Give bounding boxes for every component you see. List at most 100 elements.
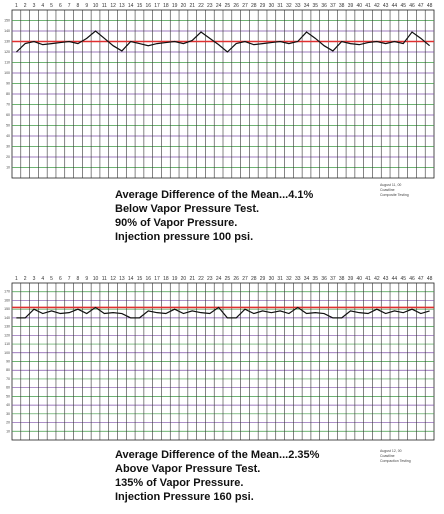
x-tick-label: 45 bbox=[400, 276, 406, 282]
x-tick-label: 30 bbox=[269, 3, 275, 9]
y-tick-label: 10 bbox=[6, 429, 10, 433]
x-tick-label: 3 bbox=[33, 3, 36, 9]
x-tick-label: 29 bbox=[260, 3, 266, 9]
x-tick-label: 21 bbox=[189, 276, 195, 282]
x-tick-label: 31 bbox=[277, 3, 283, 9]
x-tick-label: 19 bbox=[172, 276, 178, 282]
x-tick-label: 39 bbox=[348, 3, 354, 9]
x-tick-label: 18 bbox=[163, 3, 169, 9]
y-tick-label: 60 bbox=[6, 386, 10, 390]
x-tick-label: 36 bbox=[321, 276, 327, 282]
x-tick-label: 24 bbox=[216, 276, 222, 282]
x-tick-label: 17 bbox=[154, 276, 160, 282]
x-tick-label: 39 bbox=[348, 276, 354, 282]
y-tick-label: 90 bbox=[6, 360, 10, 364]
x-tick-label: 11 bbox=[102, 276, 107, 282]
x-tick-label: 27 bbox=[242, 3, 248, 9]
y-tick-label: 60 bbox=[6, 113, 10, 117]
x-tick-label: 38 bbox=[339, 276, 345, 282]
x-tick-label: 45 bbox=[400, 3, 406, 9]
x-tick-label: 4 bbox=[41, 276, 44, 282]
x-tick-label: 13 bbox=[119, 276, 125, 282]
x-tick-label: 19 bbox=[172, 3, 178, 9]
x-tick-label: 33 bbox=[295, 3, 301, 9]
x-tick-label: 26 bbox=[233, 3, 239, 9]
x-tick-label: 16 bbox=[145, 3, 151, 9]
x-tick-label: 48 bbox=[427, 276, 433, 282]
x-tick-label: 21 bbox=[189, 3, 195, 9]
x-tick-label: 42 bbox=[374, 276, 380, 282]
y-tick-label: 130 bbox=[4, 325, 10, 329]
x-tick-label: 47 bbox=[418, 3, 424, 9]
x-tick-label: 2 bbox=[24, 276, 27, 282]
y-tick-label: 90 bbox=[6, 82, 10, 86]
y-tick-label: 120 bbox=[4, 50, 10, 54]
x-tick-label: 43 bbox=[383, 3, 389, 9]
x-tick-label: 9 bbox=[85, 276, 88, 282]
caption-line: Injection pressure 100 psi. bbox=[115, 231, 253, 243]
caption-line: Average Difference of the Mean...4.1% bbox=[115, 189, 313, 201]
x-tick-label: 30 bbox=[269, 276, 275, 282]
x-tick-label: 5 bbox=[50, 276, 53, 282]
note-line: Coastline bbox=[380, 188, 395, 192]
x-tick-label: 17 bbox=[154, 3, 160, 9]
y-tick-label: 170 bbox=[4, 290, 10, 294]
y-tick-label: 80 bbox=[6, 92, 10, 96]
x-tick-label: 32 bbox=[286, 3, 292, 9]
y-tick-label: 150 bbox=[4, 307, 10, 311]
y-tick-label: 40 bbox=[6, 134, 10, 138]
x-tick-label: 2 bbox=[24, 3, 27, 9]
x-tick-label: 6 bbox=[59, 276, 62, 282]
y-tick-label: 150 bbox=[4, 19, 10, 23]
y-tick-label: 50 bbox=[6, 124, 10, 128]
x-tick-label: 44 bbox=[392, 3, 398, 9]
y-tick-label: 110 bbox=[4, 342, 10, 346]
x-tick-label: 25 bbox=[225, 3, 231, 9]
caption-line: 90% of Vapor Pressure. bbox=[115, 217, 237, 229]
x-tick-label: 20 bbox=[181, 3, 187, 9]
y-tick-label: 140 bbox=[4, 316, 10, 320]
x-tick-label: 6 bbox=[59, 3, 62, 9]
x-tick-label: 13 bbox=[119, 3, 125, 9]
y-tick-label: 160 bbox=[4, 298, 10, 302]
x-tick-label: 3 bbox=[33, 276, 36, 282]
x-tick-label: 32 bbox=[286, 276, 292, 282]
x-tick-label: 15 bbox=[137, 276, 143, 282]
x-tick-label: 41 bbox=[365, 276, 371, 282]
x-tick-label: 11 bbox=[102, 3, 107, 9]
x-tick-label: 43 bbox=[383, 276, 389, 282]
y-tick-label: 80 bbox=[6, 368, 10, 372]
x-tick-label: 20 bbox=[181, 276, 187, 282]
x-tick-label: 37 bbox=[330, 276, 336, 282]
note-line: Composite Testing bbox=[380, 193, 409, 197]
y-tick-label: 130 bbox=[4, 40, 10, 44]
y-tick-label: 30 bbox=[6, 145, 10, 149]
x-tick-label: 8 bbox=[77, 3, 80, 9]
x-tick-label: 10 bbox=[93, 276, 99, 282]
note-line: August 11, 00 bbox=[380, 183, 401, 187]
y-tick-label: 30 bbox=[6, 412, 10, 416]
y-tick-label: 120 bbox=[4, 333, 10, 337]
caption-line: Below Vapor Pressure Test. bbox=[115, 203, 259, 215]
x-tick-label: 8 bbox=[77, 276, 80, 282]
x-tick-label: 34 bbox=[304, 3, 310, 9]
x-tick-label: 37 bbox=[330, 3, 336, 9]
x-tick-label: 42 bbox=[374, 3, 380, 9]
x-tick-label: 40 bbox=[356, 3, 362, 9]
y-tick-label: 70 bbox=[6, 103, 10, 107]
x-tick-label: 44 bbox=[392, 276, 398, 282]
y-tick-label: 110 bbox=[4, 61, 10, 65]
caption-line: Injection Pressure 160 psi. bbox=[115, 491, 254, 503]
x-tick-label: 7 bbox=[68, 3, 71, 9]
x-tick-label: 36 bbox=[321, 3, 327, 9]
x-tick-label: 29 bbox=[260, 276, 266, 282]
x-tick-label: 33 bbox=[295, 276, 301, 282]
x-tick-label: 28 bbox=[251, 276, 257, 282]
x-tick-label: 35 bbox=[313, 276, 319, 282]
x-tick-label: 10 bbox=[93, 3, 99, 9]
x-tick-label: 26 bbox=[233, 276, 239, 282]
x-tick-label: 14 bbox=[128, 3, 134, 9]
x-tick-label: 12 bbox=[110, 3, 116, 9]
caption-line: 135% of Vapor Pressure. bbox=[115, 477, 243, 489]
